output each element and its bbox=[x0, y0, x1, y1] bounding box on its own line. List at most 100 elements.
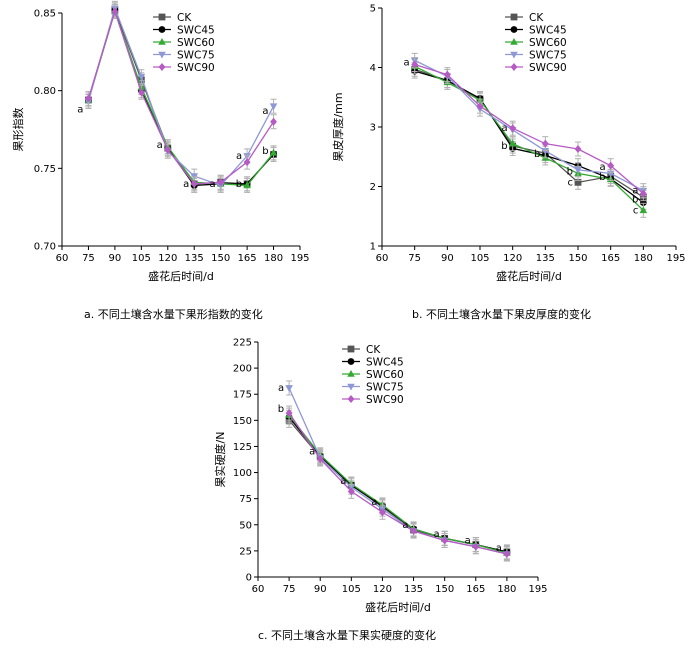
legend-label: SWC90 bbox=[529, 62, 567, 74]
series-swc90 bbox=[285, 405, 511, 562]
data-point bbox=[443, 70, 451, 79]
data-point bbox=[379, 508, 386, 517]
series-line bbox=[414, 70, 644, 204]
data-point bbox=[639, 189, 647, 198]
y-tick-label: 5 bbox=[370, 4, 376, 15]
x-axis-title: 盛花后时间/d bbox=[148, 269, 214, 283]
y-tick-label: 175 bbox=[233, 390, 252, 401]
data-point bbox=[85, 94, 92, 103]
legend-marker bbox=[510, 13, 518, 21]
significance-label: a bbox=[183, 179, 189, 190]
significance-label: a bbox=[496, 543, 502, 554]
series-ck bbox=[285, 412, 511, 560]
data-point bbox=[137, 88, 145, 97]
data-point bbox=[541, 148, 550, 155]
data-point bbox=[217, 178, 225, 187]
x-axis-title: 盛花后时间/d bbox=[496, 269, 562, 283]
x-tick-label: 105 bbox=[470, 253, 489, 264]
x-tick-label: 90 bbox=[109, 253, 122, 264]
significance-label: b bbox=[278, 404, 284, 415]
legend-label: CK bbox=[529, 12, 544, 24]
y-tick-label: 50 bbox=[239, 520, 252, 531]
x-tick-label: 195 bbox=[290, 253, 309, 264]
y-tick-label: 1 bbox=[370, 242, 376, 253]
x-tick-label: 90 bbox=[314, 584, 327, 595]
x-tick-label: 120 bbox=[158, 253, 177, 264]
caption-a: a. 不同土壤含水量下果形指数的变化 bbox=[84, 308, 263, 321]
x-axis-title: 盛花后时间/d bbox=[365, 600, 431, 614]
x-tick-label: 180 bbox=[634, 253, 653, 264]
x-tick-label: 135 bbox=[536, 253, 555, 264]
significance-label: a bbox=[77, 104, 83, 115]
data-point bbox=[316, 454, 324, 463]
legend-marker bbox=[158, 26, 166, 33]
significance-label: a bbox=[434, 529, 440, 540]
series-line bbox=[414, 65, 644, 211]
legend-marker bbox=[347, 358, 355, 365]
data-point bbox=[508, 139, 517, 147]
legend-marker bbox=[510, 26, 518, 33]
significance-label: a bbox=[632, 186, 638, 197]
x-tick-label: 105 bbox=[132, 253, 151, 264]
data-point bbox=[503, 550, 511, 559]
y-tick-label: 0.75 bbox=[34, 164, 56, 175]
x-tick-label: 90 bbox=[441, 253, 454, 264]
y-tick-label: 0.70 bbox=[34, 242, 56, 253]
series-line bbox=[87, 6, 275, 187]
x-tick-label: 120 bbox=[503, 253, 522, 264]
series-swc45 bbox=[411, 63, 647, 211]
series-swc60 bbox=[285, 407, 511, 561]
data-point bbox=[285, 385, 293, 392]
series-line bbox=[288, 416, 508, 553]
y-axis-title: 果实硬度/N bbox=[213, 432, 227, 488]
significance-label: a bbox=[340, 476, 346, 487]
series-line bbox=[414, 63, 644, 195]
data-point bbox=[410, 527, 417, 536]
significance-label: b bbox=[632, 195, 638, 206]
x-tick-label: 75 bbox=[283, 584, 296, 595]
legend-label: SWC45 bbox=[366, 357, 404, 369]
significance-label: a bbox=[157, 140, 163, 151]
legend-marker bbox=[158, 38, 166, 45]
caption-c: c. 不同土壤含水量下果实硬度的变化 bbox=[258, 629, 437, 642]
legend-marker bbox=[347, 395, 355, 403]
legend-label: SWC60 bbox=[529, 37, 567, 49]
data-point bbox=[476, 102, 484, 111]
significance-label: a bbox=[404, 58, 410, 69]
x-tick-label: 165 bbox=[601, 253, 620, 264]
legend-label: SWC60 bbox=[366, 369, 404, 381]
chart-c: 60 75 90 105 120 135 150 165 180 195 0 25 50 75 100 125… bbox=[213, 338, 548, 615]
series-line bbox=[414, 59, 644, 192]
series-swc45 bbox=[285, 409, 511, 560]
x-tick-label: 150 bbox=[568, 253, 587, 264]
x-tick-label: 135 bbox=[404, 584, 423, 595]
x-tick-label: 60 bbox=[56, 253, 69, 264]
y-tick-label: 75 bbox=[239, 494, 252, 505]
y-tick-label: 25 bbox=[239, 546, 252, 557]
series-line bbox=[288, 419, 508, 553]
legend-label: SWC90 bbox=[366, 394, 404, 406]
legend-marker bbox=[347, 370, 355, 377]
x-tick-label: 165 bbox=[238, 253, 257, 264]
y-tick-label: 0.85 bbox=[34, 9, 56, 20]
y-tick-label: 0.80 bbox=[34, 86, 56, 97]
x-tick-label: 75 bbox=[82, 253, 95, 264]
data-point bbox=[111, 7, 119, 16]
data-point bbox=[441, 536, 449, 545]
series-swc90 bbox=[85, 3, 277, 192]
data-point bbox=[285, 409, 293, 418]
data-point bbox=[574, 145, 582, 154]
significance-label: c bbox=[633, 205, 639, 216]
y-tick-label: 125 bbox=[233, 442, 252, 453]
chart-b: 60 75 90 105 120 135 150 165 180 195 1 2 3 4 5 盛花后时间/d 果… bbox=[331, 4, 686, 284]
significance-label: a bbox=[309, 447, 315, 458]
x-tick-label: 180 bbox=[497, 584, 516, 595]
x-tick-label: 105 bbox=[342, 584, 361, 595]
series-line bbox=[288, 412, 508, 555]
y-tick-label: 100 bbox=[233, 468, 252, 479]
significance-label: a bbox=[371, 497, 377, 508]
data-point bbox=[639, 206, 648, 214]
